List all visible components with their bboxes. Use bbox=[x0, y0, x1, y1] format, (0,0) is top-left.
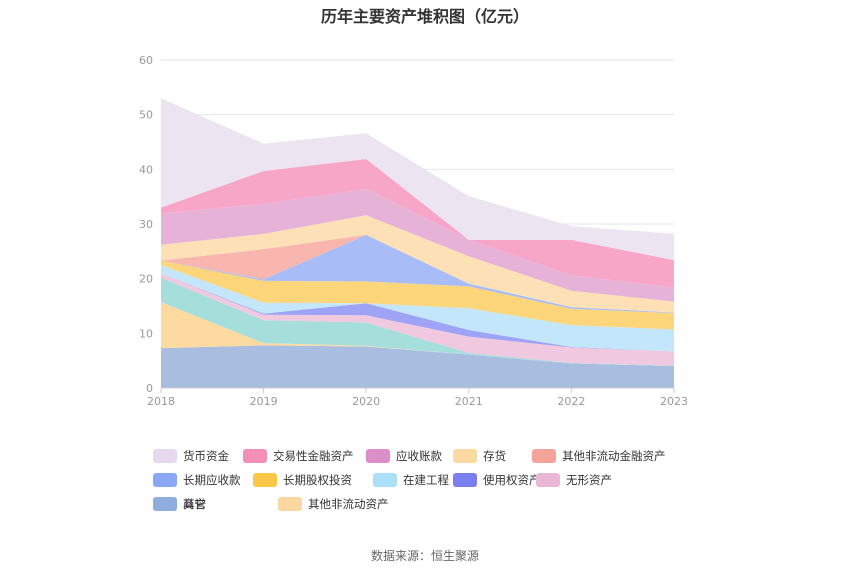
legend-label: 长期应收款 bbox=[183, 473, 241, 487]
legend-swatch bbox=[373, 473, 397, 487]
legend-item[interactable]: 应收账款 bbox=[366, 448, 442, 464]
axes: 0 10 20 30 40 50 60 2018 2019 2020 2021 2022 2023 bbox=[139, 54, 688, 408]
y-tick-label: 60 bbox=[139, 54, 153, 67]
legend-label: 其他非流动金融资产 bbox=[562, 449, 666, 463]
legend-label: 存货 bbox=[483, 449, 506, 463]
legend-swatch bbox=[532, 449, 556, 463]
area-series bbox=[161, 215, 674, 313]
legend-swatch bbox=[278, 497, 302, 511]
legend-swatch bbox=[153, 473, 177, 487]
legend-label: 其它 bbox=[183, 497, 206, 511]
chart-title: 历年主要资产堆积图（亿元） bbox=[320, 7, 529, 26]
legend-label: 无形资产 bbox=[566, 473, 612, 487]
legend-swatch bbox=[253, 473, 277, 487]
legend-label: 在建工程 bbox=[403, 473, 449, 487]
legend-swatch bbox=[153, 497, 177, 511]
y-tick-label: 0 bbox=[146, 382, 153, 395]
legend-swatch bbox=[536, 473, 560, 487]
x-tick-label: 2019 bbox=[250, 395, 278, 408]
legend-swatch bbox=[243, 449, 267, 463]
legend-label: 商誉 bbox=[183, 497, 206, 511]
area-series bbox=[161, 260, 674, 330]
legend-item[interactable]: 其他非流动资产 bbox=[278, 496, 389, 512]
legend-item[interactable]: 长期股权投资 bbox=[253, 472, 352, 488]
legend-item[interactable]: 长期应收款 bbox=[153, 472, 241, 488]
x-tick-label: 2022 bbox=[557, 395, 585, 408]
area-series bbox=[161, 273, 674, 366]
legend-item[interactable]: 其它 bbox=[153, 496, 206, 512]
area-series-layer bbox=[161, 98, 674, 388]
y-tick-label: 50 bbox=[139, 109, 153, 122]
x-tick-label: 2018 bbox=[147, 395, 175, 408]
area-series bbox=[161, 158, 674, 288]
legend-swatch bbox=[453, 449, 477, 463]
area-series bbox=[161, 234, 674, 313]
x-tick-label: 2020 bbox=[352, 395, 380, 408]
legend-swatch bbox=[153, 449, 177, 463]
legend-label: 使用权资产 bbox=[483, 473, 541, 487]
legend-label: 长期股权投资 bbox=[283, 473, 352, 487]
area-series bbox=[161, 345, 674, 388]
legend-swatch bbox=[453, 473, 477, 487]
legend-item[interactable]: 其他非流动金融资产 bbox=[532, 448, 666, 464]
area-series bbox=[161, 189, 674, 302]
area-series bbox=[161, 234, 674, 314]
y-tick-label: 40 bbox=[139, 163, 153, 176]
legend-item[interactable]: 使用权资产 bbox=[453, 472, 541, 488]
legend-item[interactable]: 无形资产 bbox=[536, 472, 612, 488]
area-series bbox=[161, 277, 674, 367]
y-tick-label: 30 bbox=[139, 218, 153, 231]
legend-item[interactable]: 货币资金 bbox=[153, 448, 229, 464]
legend-item[interactable]: 存货 bbox=[453, 448, 506, 464]
legend-label: 货币资金 bbox=[183, 449, 229, 463]
legend-label: 应收账款 bbox=[396, 449, 442, 463]
x-tick-label: 2023 bbox=[660, 395, 688, 408]
legend-label: 其他非流动资产 bbox=[308, 497, 389, 511]
area-series bbox=[161, 98, 674, 261]
y-tick-label: 20 bbox=[139, 273, 153, 286]
y-tick-label: 10 bbox=[139, 327, 153, 340]
x-tick-label: 2021 bbox=[455, 395, 483, 408]
area-series bbox=[161, 265, 674, 352]
legend-swatch bbox=[366, 449, 390, 463]
source-note: 数据来源：恒生聚源 bbox=[370, 549, 479, 563]
legend-item[interactable]: 交易性金融资产 bbox=[243, 448, 354, 464]
legend-label: 交易性金融资产 bbox=[273, 449, 354, 463]
legend-item[interactable]: 在建工程 bbox=[373, 472, 449, 488]
